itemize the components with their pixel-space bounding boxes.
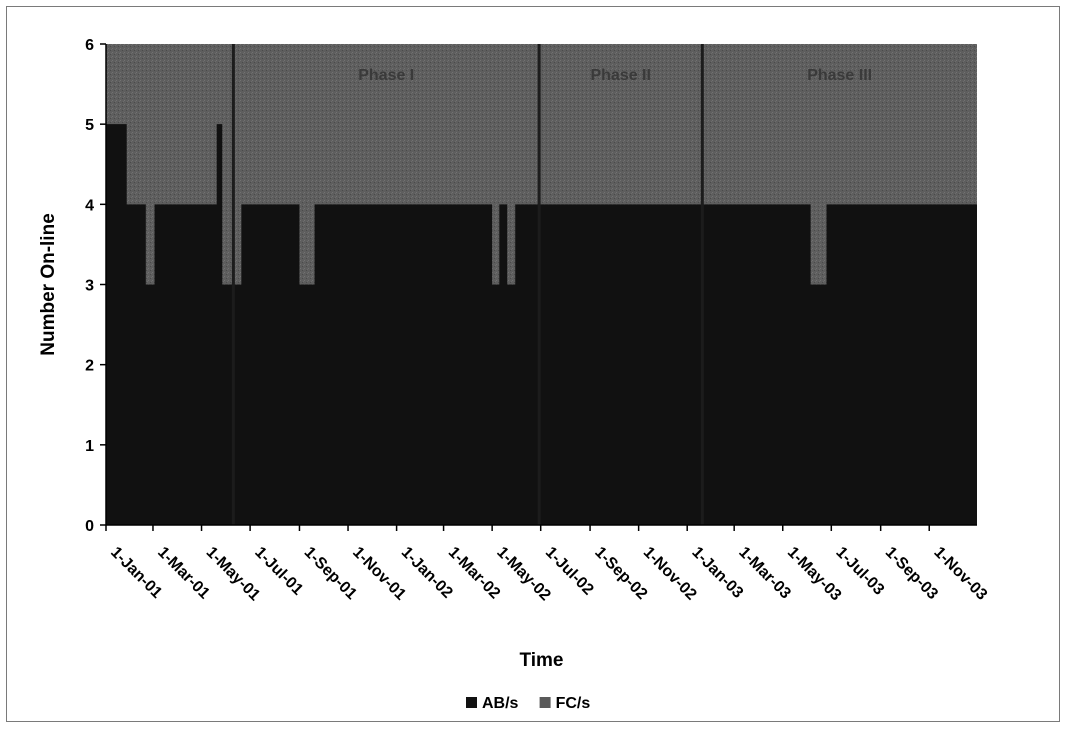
- phase-annotation: Phase II: [590, 67, 650, 84]
- x-tick-label: 1-Nov-03: [930, 544, 990, 604]
- x-tick-label: 1-Mar-01: [154, 544, 213, 603]
- y-tick-label: 3: [85, 278, 94, 295]
- axes: [100, 43, 977, 531]
- legend: AB/s FC/s: [466, 695, 590, 712]
- x-tick-label: 1-Mar-03: [735, 544, 794, 603]
- series-abs-area: [106, 124, 977, 526]
- phase-annotation: Phase III: [807, 67, 872, 84]
- phase-annotation: Phase I: [358, 67, 414, 84]
- legend-label: AB/s: [482, 695, 519, 712]
- legend-label: FC/s: [556, 695, 591, 712]
- x-axis-title: Time: [519, 650, 563, 671]
- legend-swatch-1: [466, 697, 477, 708]
- y-tick-label: 6: [85, 37, 94, 54]
- x-tick-label: 1-Mar-02: [445, 544, 504, 603]
- legend-swatch-2: [539, 697, 551, 708]
- y-axis-title: Number On-line: [38, 213, 59, 356]
- y-tick-label: 0: [85, 518, 94, 535]
- y-tick-label: 2: [85, 358, 94, 375]
- y-tick-label: 5: [85, 117, 94, 134]
- plot-area: [106, 44, 977, 526]
- y-tick-label: 4: [85, 197, 94, 214]
- y-tick-label: 1: [85, 438, 94, 455]
